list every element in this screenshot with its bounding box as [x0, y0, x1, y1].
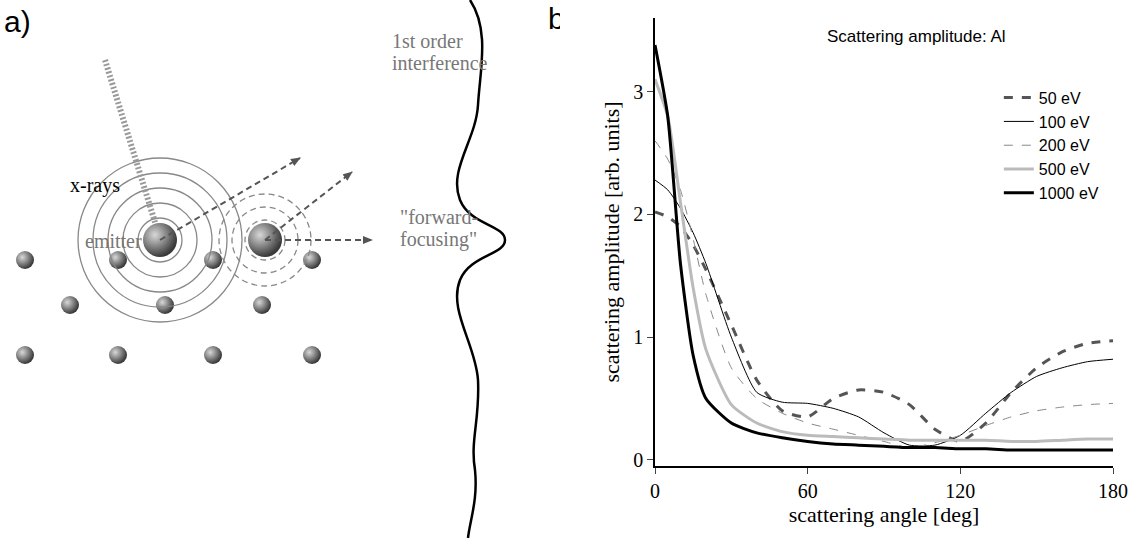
svg-text:Scattering amplitude: Al: Scattering amplitude: Al — [827, 27, 1006, 46]
svg-text:interference: interference — [392, 52, 488, 74]
svg-text:180: 180 — [1098, 480, 1128, 502]
svg-text:2: 2 — [633, 203, 643, 225]
svg-text:50 eV: 50 eV — [1039, 90, 1081, 107]
svg-text:0: 0 — [633, 449, 643, 471]
html-text:b): b) — [548, 2, 575, 35]
svg-text:500 eV: 500 eV — [1039, 161, 1090, 178]
svg-text:60: 60 — [798, 480, 818, 502]
svg-text:1: 1 — [633, 326, 643, 348]
svg-text:x-rays: x-rays — [70, 174, 120, 197]
svg-text:a): a) — [4, 5, 31, 38]
svg-text:100 eV: 100 eV — [1039, 114, 1090, 131]
svg-text:1st order: 1st order — [392, 30, 463, 52]
svg-text:emitter: emitter — [85, 230, 142, 252]
svg-text:focusing": focusing" — [400, 228, 477, 251]
svg-text:scattering angle [deg]: scattering angle [deg] — [789, 502, 980, 527]
svg-text:"forward-: "forward- — [400, 206, 478, 228]
svg-text:0: 0 — [650, 480, 660, 502]
svg-text:scattering amplitude [arb. uni: scattering amplitude [arb. units] — [599, 101, 624, 382]
svg-text:120: 120 — [945, 480, 975, 502]
svg-text:200 eV: 200 eV — [1039, 137, 1090, 154]
svg-text:1000 eV: 1000 eV — [1039, 185, 1099, 202]
svg-text:3: 3 — [633, 81, 643, 103]
